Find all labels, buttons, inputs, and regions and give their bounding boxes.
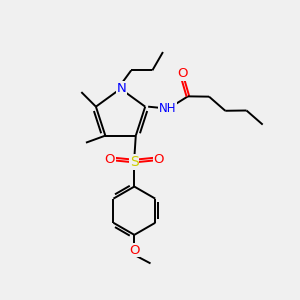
Text: O: O xyxy=(177,67,188,80)
Text: N: N xyxy=(117,82,126,95)
Text: NH: NH xyxy=(158,102,176,115)
Text: O: O xyxy=(154,153,164,166)
Text: O: O xyxy=(105,153,115,166)
Text: S: S xyxy=(130,155,139,169)
Text: O: O xyxy=(129,244,140,257)
